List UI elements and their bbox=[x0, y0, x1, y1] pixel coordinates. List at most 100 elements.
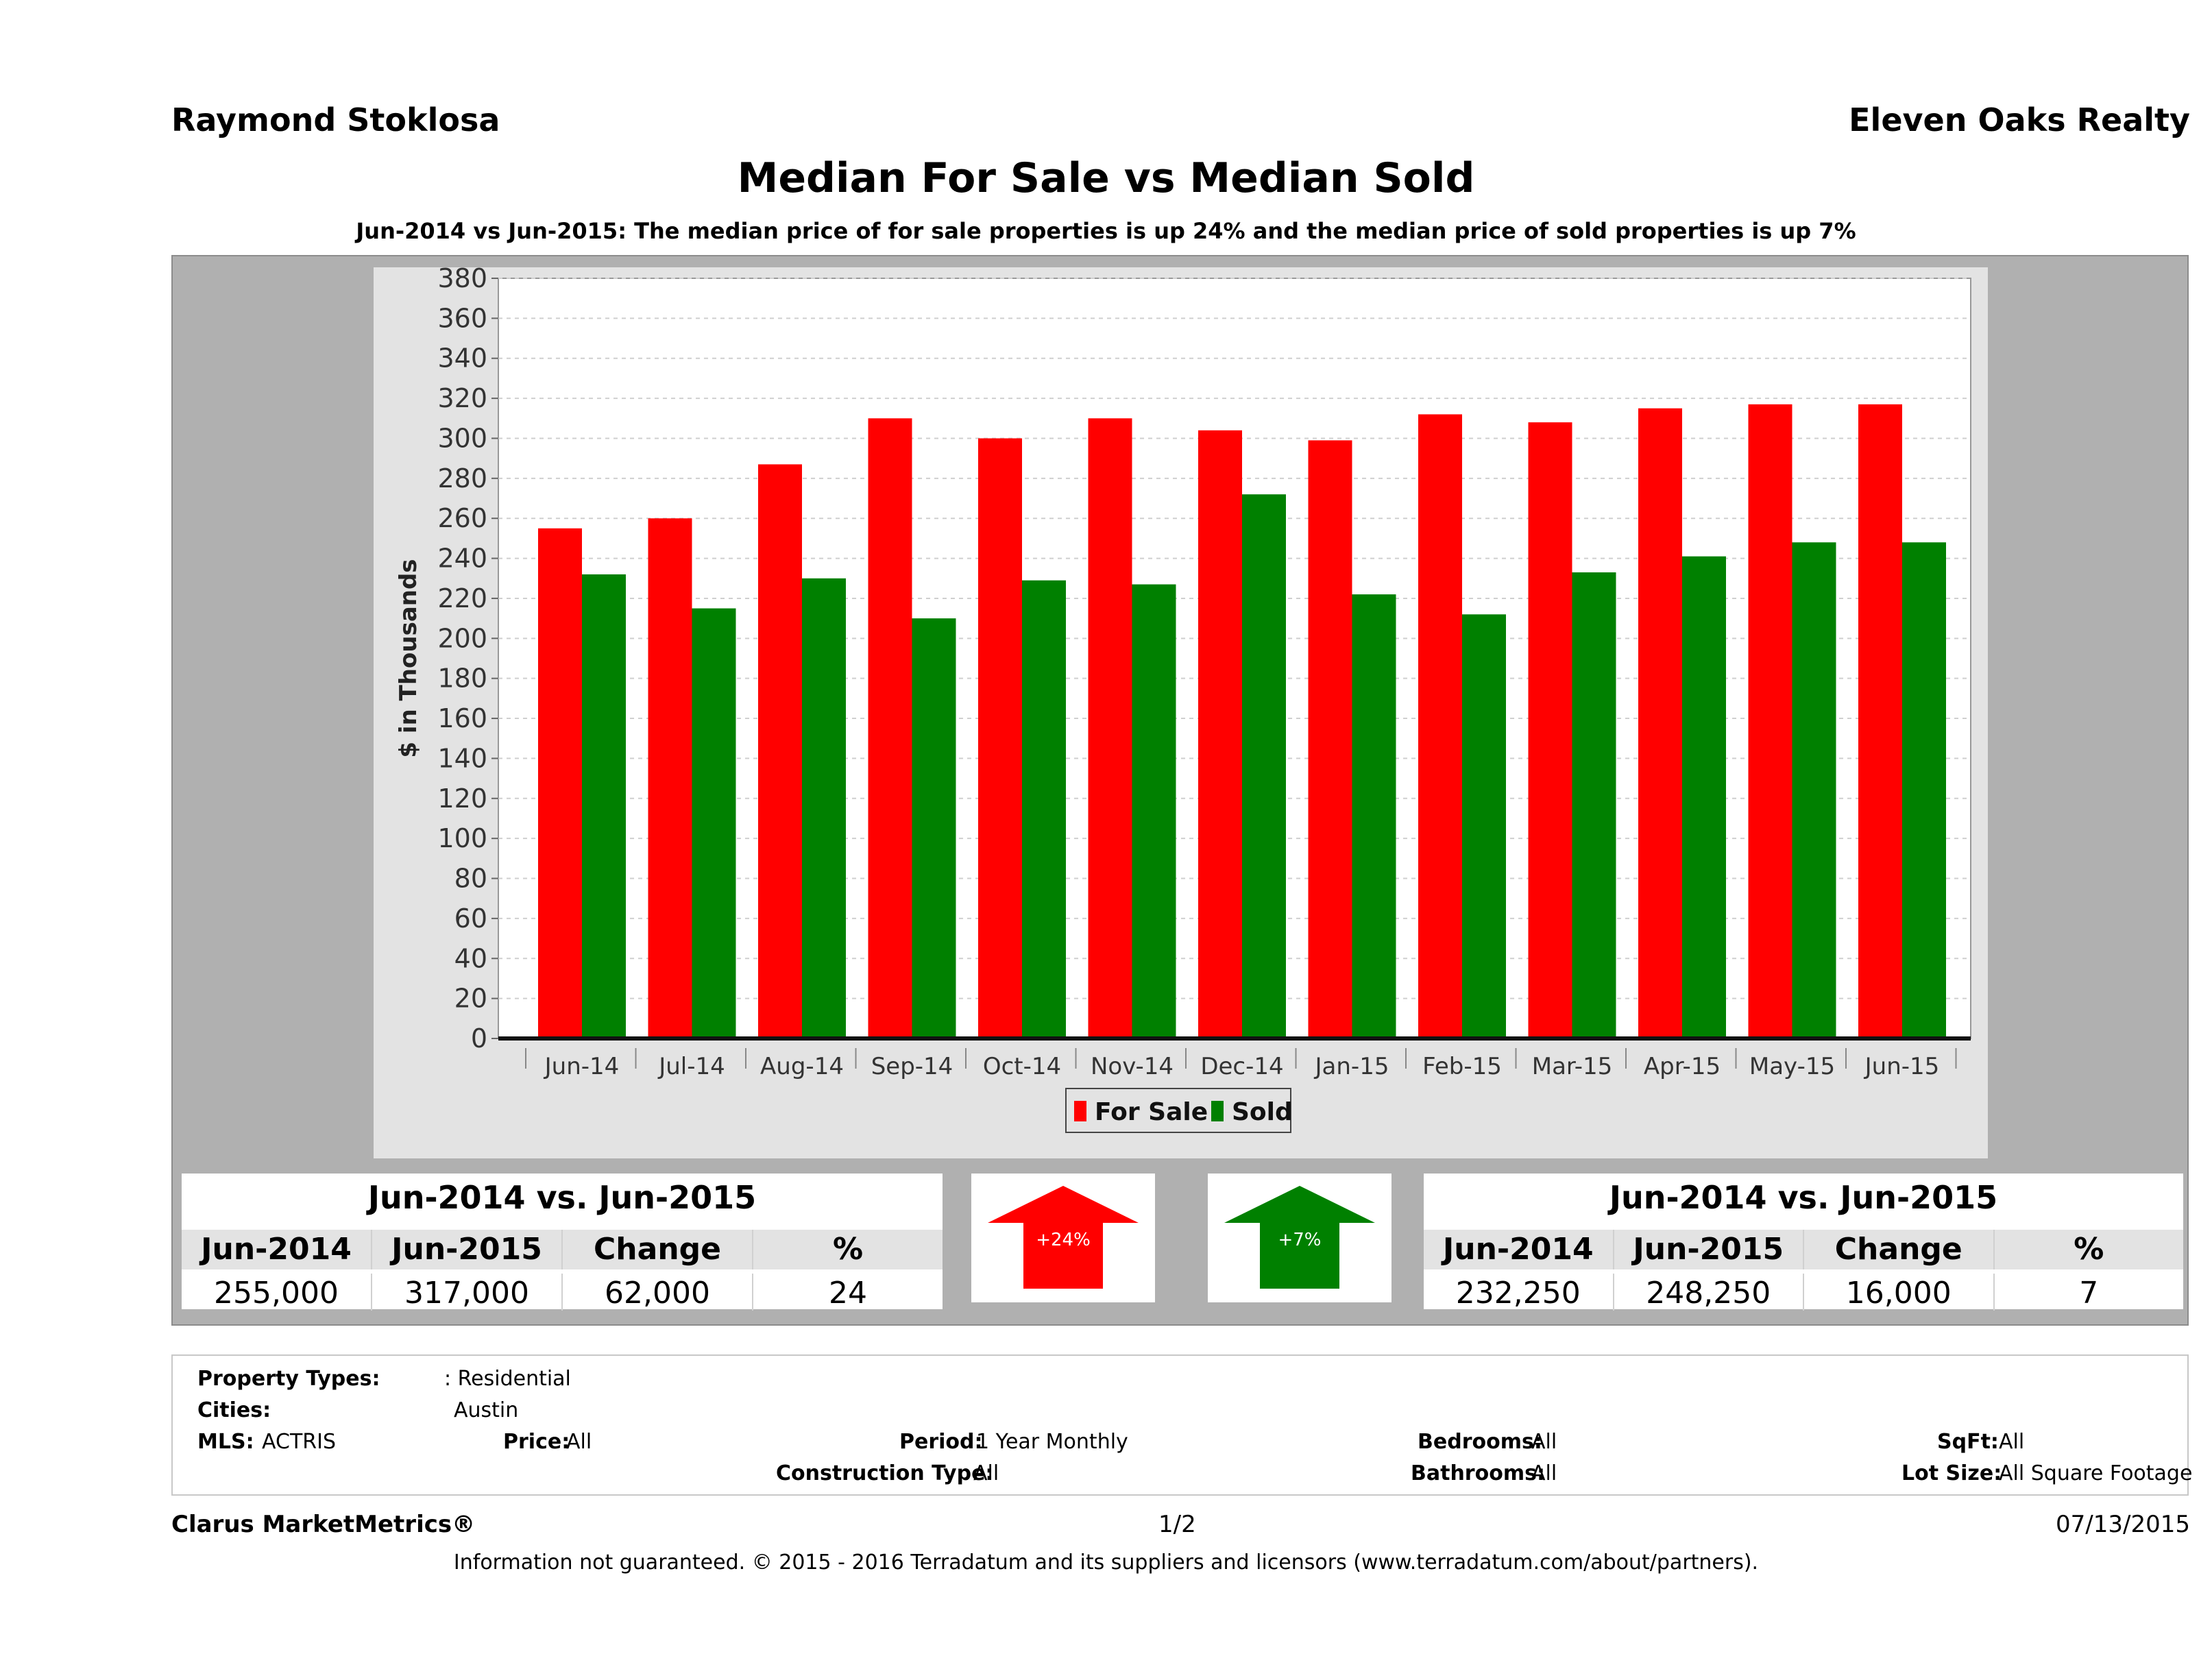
up-arrow-icon bbox=[988, 1186, 1139, 1289]
y-tick-label: 340 bbox=[437, 343, 487, 374]
x-tick-label: Oct-14 bbox=[983, 1053, 1061, 1080]
up-arrow-icon bbox=[1224, 1186, 1375, 1289]
stats-header-cell: Jun-2014 bbox=[1424, 1230, 1614, 1269]
bar-sold bbox=[582, 574, 626, 1038]
legend-swatch bbox=[1074, 1101, 1086, 1121]
stats-header-cell: Jun-2015 bbox=[372, 1230, 563, 1269]
y-tick-label: 320 bbox=[437, 383, 487, 413]
sold-stats-table: Jun-2014 vs. Jun-2015 Jun-2014 Jun-2015 … bbox=[1424, 1174, 2183, 1311]
company-name: Eleven Oaks Realty bbox=[1849, 101, 2190, 138]
stats-value-cell: 16,000 bbox=[1804, 1274, 1995, 1311]
bar-for-sale bbox=[1418, 414, 1462, 1038]
for-sale-stats-header-row: Jun-2014 Jun-2015 Change % bbox=[182, 1230, 943, 1269]
up-arrow-shape bbox=[1224, 1186, 1375, 1289]
x-tick-label: Jun-14 bbox=[544, 1053, 620, 1080]
bar-for-sale bbox=[1198, 430, 1242, 1038]
sold-change-arrow: +7% bbox=[1208, 1174, 1391, 1302]
bathrooms-label: Bathrooms: bbox=[1411, 1461, 1545, 1485]
for-sale-change-label: +24% bbox=[1036, 1230, 1091, 1250]
sqft-value: All bbox=[1999, 1430, 2025, 1454]
bar-sold bbox=[912, 618, 956, 1038]
for-sale-change-arrow: +24% bbox=[971, 1174, 1155, 1302]
x-tick-label: May-15 bbox=[1749, 1053, 1835, 1080]
x-tick-label: Feb-15 bbox=[1422, 1053, 1502, 1080]
bar-sold bbox=[1242, 494, 1286, 1038]
bar-sold bbox=[1462, 614, 1506, 1038]
y-tick-label: 380 bbox=[437, 267, 487, 293]
bar-for-sale bbox=[1858, 404, 1902, 1038]
y-axis-label: $ in Thousands bbox=[395, 559, 422, 757]
for-sale-stats-value-row: 255,000 317,000 62,000 24 bbox=[182, 1274, 943, 1311]
price-value: All bbox=[566, 1430, 592, 1454]
bar-for-sale bbox=[648, 518, 692, 1038]
bar-sold bbox=[1022, 580, 1066, 1038]
stats-value-cell: 232,250 bbox=[1424, 1274, 1614, 1311]
y-tick-label: 360 bbox=[437, 303, 487, 333]
chart-area: 0 20 40 60 80 100 120 140 160 180 200 220 240 260 280 3… bbox=[374, 267, 1988, 1158]
construction-type-label: Construction Type: bbox=[776, 1461, 994, 1485]
bar-sold bbox=[1682, 556, 1726, 1038]
x-tick-label: Jan-15 bbox=[1314, 1053, 1389, 1080]
x-tick-label: Dec-14 bbox=[1200, 1053, 1283, 1080]
bar-for-sale bbox=[1748, 404, 1792, 1038]
bar-sold bbox=[1792, 542, 1836, 1038]
stats-value-cell: 317,000 bbox=[372, 1274, 563, 1311]
bar-sold bbox=[1132, 584, 1176, 1038]
stats-header-cell: Jun-2015 bbox=[1614, 1230, 1804, 1269]
y-tick-label: 200 bbox=[437, 623, 487, 653]
construction-type-value: All bbox=[973, 1461, 999, 1485]
bar-for-sale bbox=[1528, 422, 1572, 1038]
cities-label: Cities: bbox=[197, 1398, 271, 1422]
stats-header-cell: % bbox=[2074, 1232, 2104, 1267]
y-tick-label: 180 bbox=[437, 664, 487, 694]
x-tick-label: Sep-14 bbox=[871, 1053, 953, 1080]
disclaimer: Information not guaranteed. © 2015 - 201… bbox=[453, 1551, 1759, 1574]
cities-value: Austin bbox=[454, 1398, 519, 1422]
y-tick-label: 260 bbox=[437, 503, 487, 533]
up-arrow-shape bbox=[988, 1186, 1139, 1289]
lot-size-label: Lot Size: bbox=[1901, 1461, 2002, 1485]
bar-for-sale bbox=[978, 438, 1022, 1038]
y-tick-label: 220 bbox=[437, 583, 487, 613]
agent-name: Raymond Stoklosa bbox=[171, 101, 500, 138]
x-tick-label: Nov-14 bbox=[1091, 1053, 1174, 1080]
search-criteria-box: Property Types: : Residential Cities: Au… bbox=[171, 1354, 2193, 1496]
for-sale-stats-table: Jun-2014 vs. Jun-2015 Jun-2014 Jun-2015 … bbox=[182, 1174, 943, 1311]
stats-header-cell: Change bbox=[563, 1230, 753, 1269]
chart-subtitle: Jun-2014 vs Jun-2015: The median price o… bbox=[356, 218, 1856, 244]
bedrooms-value: All bbox=[1531, 1430, 1557, 1454]
price-label: Price: bbox=[503, 1430, 570, 1454]
bar-for-sale bbox=[1088, 418, 1132, 1038]
stats-value-cell: 248,250 bbox=[1614, 1274, 1804, 1311]
legend-box bbox=[1065, 1088, 1291, 1133]
page-number: 1/2 bbox=[1158, 1511, 1196, 1538]
bathrooms-value: All bbox=[1531, 1461, 1557, 1485]
y-tick-label: 20 bbox=[454, 984, 487, 1014]
lot-size-value: All Square Footage bbox=[1999, 1461, 2193, 1485]
legend-swatch bbox=[1211, 1101, 1224, 1121]
y-tick-label: 60 bbox=[454, 903, 487, 934]
bar-sold bbox=[1572, 572, 1616, 1038]
x-tick-label: Apr-15 bbox=[1644, 1053, 1721, 1080]
y-tick-label: 140 bbox=[437, 743, 487, 773]
property-types-value: : Residential bbox=[444, 1367, 571, 1391]
for-sale-stats-title: Jun-2014 vs. Jun-2015 bbox=[367, 1179, 757, 1216]
stats-header-cell: Change bbox=[1804, 1230, 1995, 1269]
bar-sold bbox=[692, 608, 736, 1038]
bar-for-sale bbox=[758, 464, 802, 1038]
stats-value-cell: 255,000 bbox=[182, 1274, 372, 1311]
x-tick-label: Aug-14 bbox=[760, 1053, 844, 1080]
bar-sold bbox=[1902, 542, 1946, 1038]
bar-for-sale bbox=[868, 418, 912, 1038]
bar-for-sale bbox=[538, 528, 582, 1038]
property-types-label: Property Types: bbox=[197, 1367, 380, 1391]
x-tick-label: Mar-15 bbox=[1532, 1053, 1613, 1080]
sold-stats-header-row: Jun-2014 Jun-2015 Change % bbox=[1424, 1230, 2183, 1269]
stats-value-cell: 7 bbox=[2079, 1276, 2099, 1311]
y-tick-label: 160 bbox=[437, 703, 487, 733]
y-tick-label: 80 bbox=[454, 864, 487, 894]
bedrooms-label: Bedrooms: bbox=[1418, 1430, 1542, 1454]
period-value: 1 Year Monthly bbox=[976, 1430, 1128, 1454]
sqft-label: SqFt: bbox=[1937, 1430, 1999, 1454]
legend-label: For Sale bbox=[1095, 1098, 1208, 1126]
